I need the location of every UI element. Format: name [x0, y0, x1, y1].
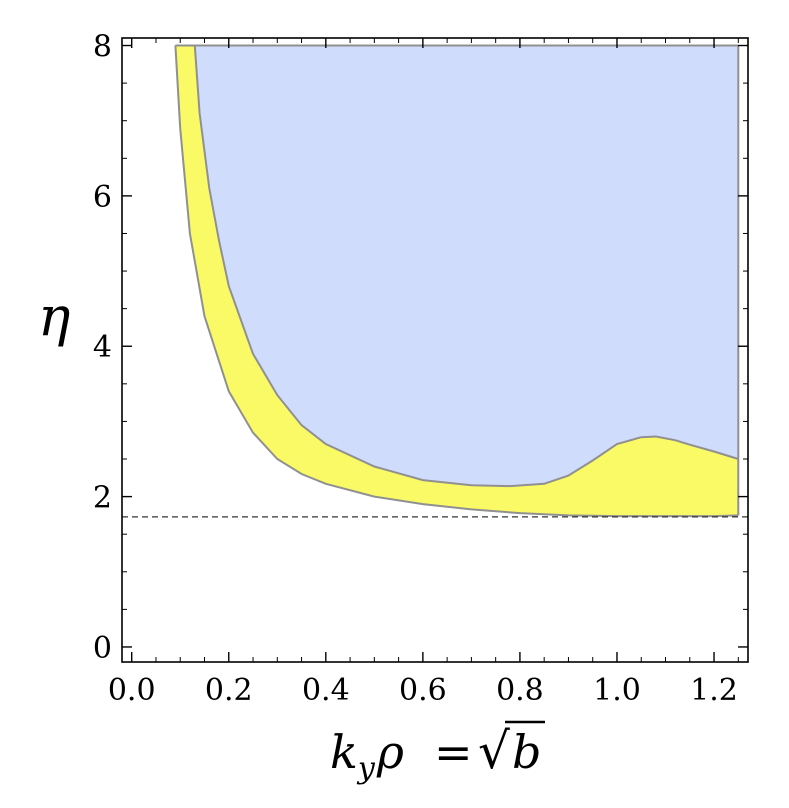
- y-tick-labels: 0 2 4 6 8: [93, 30, 112, 666]
- regions: [175, 45, 739, 517]
- unstable-region: [194, 45, 739, 487]
- y-tick-label: 8: [93, 30, 112, 65]
- lower-boundary-curve: [174, 45, 739, 518]
- x-tick-label: 0.4: [302, 673, 350, 708]
- y-tick-label: 2: [93, 481, 112, 516]
- y-axis-label: η: [38, 285, 70, 348]
- y-tick-label: 0: [93, 631, 112, 666]
- x-tick-label: 1.0: [593, 673, 641, 708]
- x-tick-label: 0.2: [205, 673, 253, 708]
- x-axis-label: kyρ = √ b: [330, 720, 545, 786]
- x-tick-label: 1.2: [690, 673, 738, 708]
- x-tick-label: 0.6: [399, 673, 447, 708]
- x-tick-label: 0.8: [496, 673, 544, 708]
- upper-boundary-curve: [193, 45, 739, 488]
- svg-text:=: =: [434, 725, 473, 779]
- x-tick-labels: 0.0 0.2 0.4 0.6 0.8 1.0 1.2: [108, 673, 738, 708]
- y-tick-label: 6: [93, 180, 112, 215]
- x-tick-label: 0.0: [108, 673, 156, 708]
- plot-frame: [121, 37, 749, 663]
- svg-text:√: √: [478, 722, 510, 780]
- boundary-curves: [174, 44, 740, 518]
- svg-text:b: b: [512, 725, 541, 779]
- svg-text:kyρ: kyρ: [330, 725, 404, 786]
- ticks: [122, 38, 748, 662]
- y-tick-label: 4: [93, 330, 112, 365]
